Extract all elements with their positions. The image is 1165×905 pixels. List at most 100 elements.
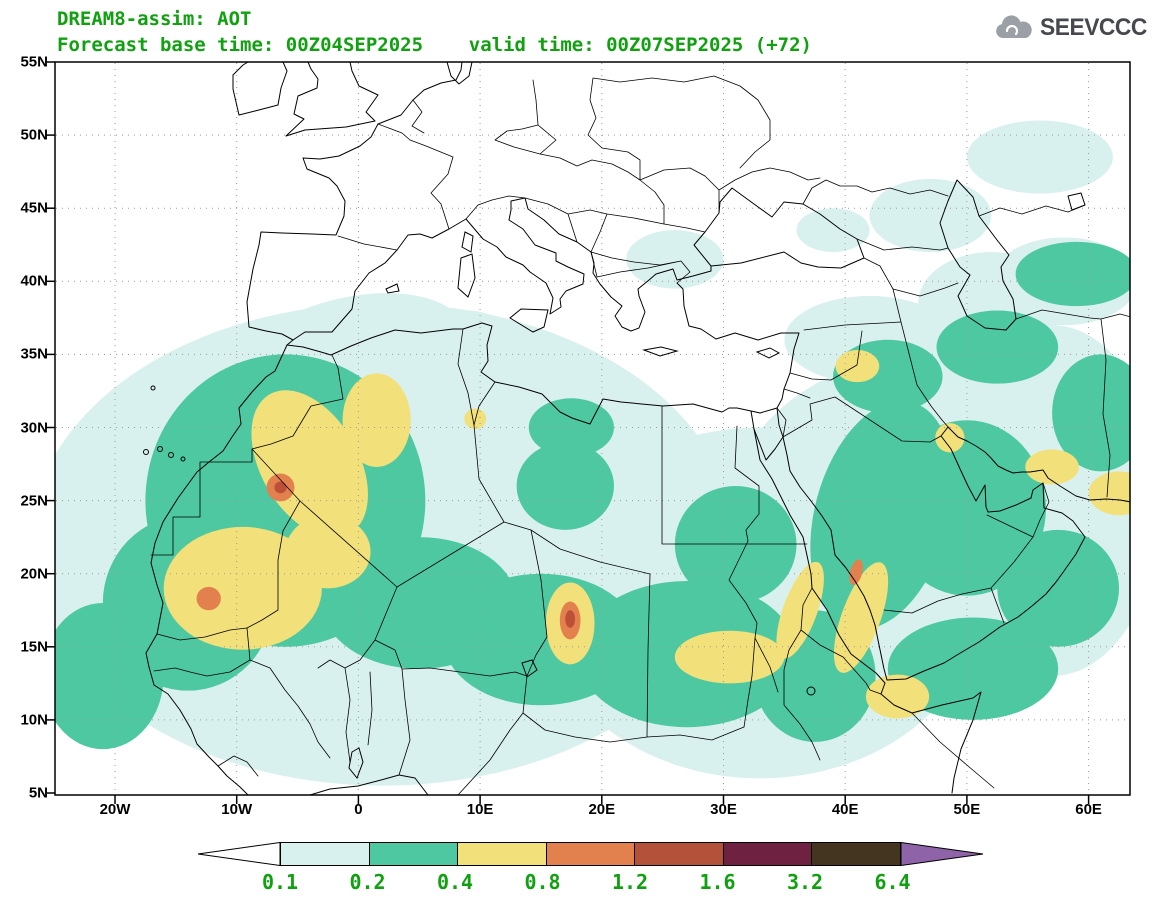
aot-region-level-0.2 (1052, 354, 1130, 472)
lon-tick-label: 20W (99, 801, 131, 818)
lon-tick-label: 60E (1075, 801, 1102, 818)
coastline-ireland (232, 62, 288, 116)
aot-region-level-0.2 (887, 617, 1059, 720)
borders-arabia (883, 482, 1050, 624)
gridline-layer (56, 63, 1129, 794)
lon-tick-label: 30E (710, 801, 737, 818)
island-canary-4 (180, 456, 186, 462)
aot-region-level-0.2 (997, 529, 1120, 647)
island-crete (642, 346, 679, 357)
colorbar-label: 0.2 (349, 870, 386, 894)
aot-region-level-0.1 (869, 178, 992, 253)
coastline-atlantic-europe (246, 62, 463, 303)
island-canary-2 (157, 446, 163, 452)
lat-tick-label: 15N (20, 638, 48, 656)
aot-region-level-0.4 (833, 562, 889, 673)
aot-region-level-0.1 (796, 208, 870, 253)
page-title: DREAM8-assim: AOT (57, 8, 252, 30)
lat-tick-label: 55N (20, 53, 48, 71)
aot-region-level-0.2 (55, 602, 164, 750)
lon-tick-label: 0 (354, 801, 363, 818)
lake-chad (521, 659, 538, 678)
aot-region-level-0.4 (865, 674, 930, 719)
island-canary-1 (143, 449, 149, 455)
aot-region-level-0.4 (835, 350, 880, 383)
aot-region-level-0.4 (464, 408, 487, 429)
aot-region-level-0.4 (1025, 449, 1079, 485)
aot-region-level-0.4 (342, 373, 411, 467)
coastline-gulf-of-guinea (309, 774, 429, 795)
coastline-med-north-blacksea (396, 187, 865, 332)
cloud-logo-icon (996, 15, 1033, 39)
colorbar-segment-3.2-6.4 (811, 842, 901, 866)
lat-tick-label: 50N (20, 126, 48, 144)
island-madeira (150, 385, 156, 391)
lat-tick-label: 30N (20, 419, 48, 436)
lake-tana (806, 686, 816, 696)
colorbar-segment-1.2-1.6 (634, 842, 724, 866)
aot-region-level-0.4 (285, 515, 371, 589)
borders-iran-east (978, 204, 1130, 498)
aot-region-level-0.4 (935, 423, 965, 453)
aot-region-level-0.2 (528, 398, 614, 457)
aot-region-level-0.2 (936, 310, 1059, 384)
river-nile (728, 425, 779, 728)
colorbar-label: 6.4 (874, 870, 911, 894)
lat-tick-label: 5N (28, 784, 48, 802)
island-cyprus (755, 347, 781, 359)
borders-west-africa (153, 627, 331, 777)
aot-region-level-0.8 (849, 559, 863, 586)
colorbar-segment-0.8-1.2 (545, 842, 635, 866)
island-mallorca (385, 283, 400, 294)
island-canary-3 (168, 452, 174, 458)
lake-volta (348, 747, 364, 779)
coastline-turkey-levant-northafrica (286, 282, 800, 425)
borders-central-africa (522, 712, 995, 789)
coastline-redsea-africa-somalia (753, 428, 982, 794)
aot-region-level-0.1 (966, 120, 1113, 194)
lat-tick-label: 45N (20, 199, 48, 217)
lat-tick-label: 25N (20, 492, 48, 510)
colorbar-label: 0.8 (524, 870, 561, 894)
colorbar: 0.1 0.2 0.4 0.8 1.2 1.6 3.2 6.4 (196, 842, 985, 902)
borders-europe-east (587, 75, 949, 225)
lat-tick-label: 20N (20, 565, 48, 583)
page-subtitle: Forecast base time: 00Z04SEP2025 valid t… (57, 34, 812, 56)
colorbar-segment-0.4-0.8 (457, 842, 547, 866)
island-sardinia (457, 253, 476, 298)
colorbar-segment-1.6-3.2 (722, 842, 812, 866)
colorbar-label: 0.4 (436, 870, 474, 894)
aot-region-level-0.2 (1015, 241, 1130, 307)
colorbar-segment-0.1-0.2 (280, 842, 370, 866)
lat-tick-label: 10N (20, 711, 48, 729)
aot-field-layer (55, 120, 1130, 786)
lon-tick-label: 50E (953, 801, 981, 818)
coastline-iberia-south (246, 249, 398, 341)
coastline-denmark (446, 62, 473, 85)
island-sicily (509, 308, 549, 333)
colorbar-label: 0.1 (261, 870, 299, 894)
island-corsica (461, 231, 474, 253)
aot-region-level-0.4 (1088, 471, 1130, 516)
aot-region-level-0.4 (674, 630, 785, 684)
aot-region-level-0.1 (626, 230, 724, 289)
coastline-layer (143, 62, 1130, 795)
aot-region-level-1.2 (274, 481, 287, 494)
lon-tick-label: 10E (466, 801, 494, 818)
axis-tick-layer (46, 61, 1090, 804)
aot-region-level-0.2 (674, 485, 797, 603)
coastline-aral-sea (1067, 192, 1086, 211)
seevccc-logo: SEEVCCC (993, 14, 1153, 42)
aot-region-level-1.2 (565, 610, 576, 628)
aot-region-level-0.2 (516, 442, 614, 530)
colorbar-scale (196, 842, 985, 866)
logo-text: SEEVCCC (1040, 14, 1148, 41)
colorbar-arrow-left (197, 842, 280, 866)
aot-region-level-0.1 (413, 310, 523, 413)
coastline-britain (285, 62, 379, 137)
lat-tick-label: 40N (20, 272, 48, 290)
colorbar-arrow-right (900, 842, 983, 866)
map-frame (54, 61, 1131, 796)
lon-tick-label: 20E (588, 801, 616, 818)
